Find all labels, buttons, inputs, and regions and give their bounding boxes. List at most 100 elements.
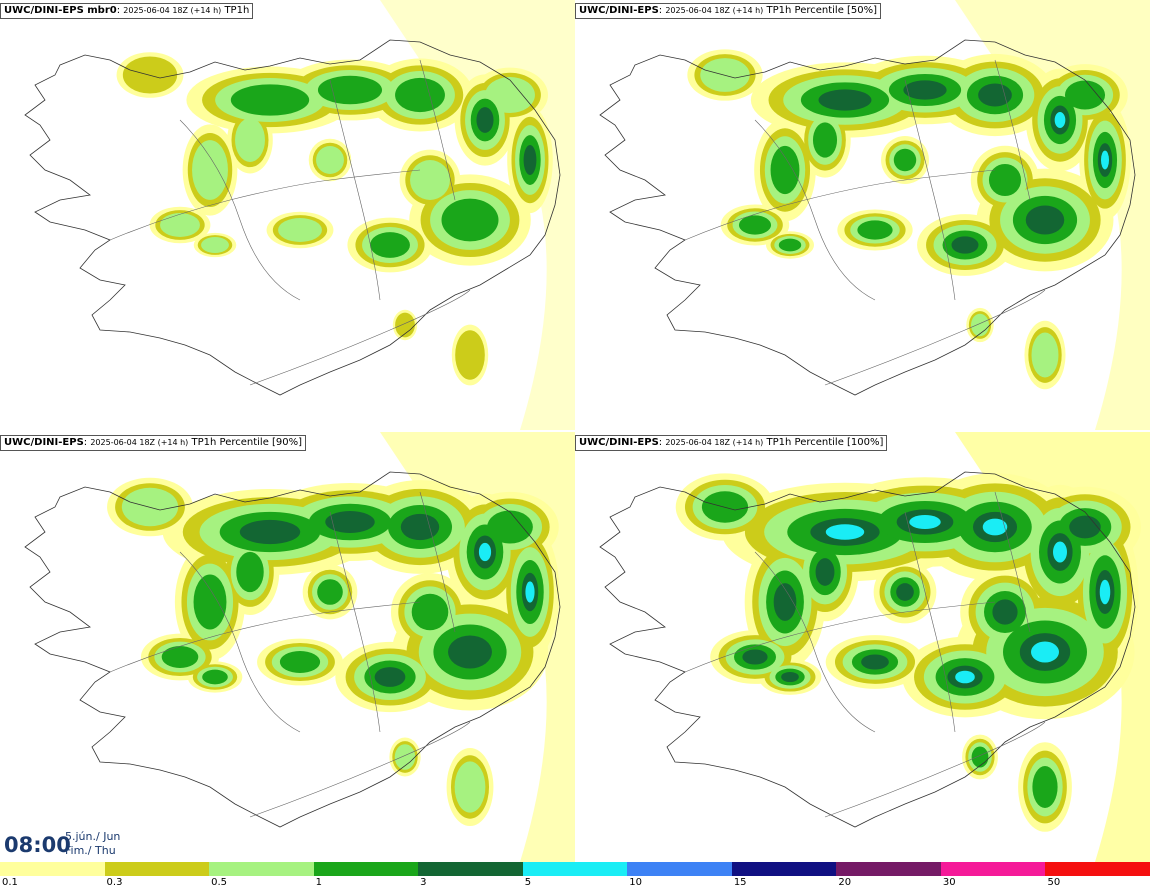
legend-swatch [731, 862, 837, 876]
run-time: 2025-06-04 18Z (+14 h) [90, 438, 189, 447]
precip-contour [230, 84, 310, 116]
precip-contour [239, 519, 301, 545]
legend-level-label: 0.3 [106, 877, 123, 888]
precip-contour [525, 581, 535, 603]
precipitation-map [599, 432, 1150, 862]
precip-contour [235, 118, 265, 162]
precip-contour [448, 635, 492, 669]
precip-contour [893, 148, 917, 172]
precip-contour [778, 238, 802, 252]
precipitation-map [24, 0, 575, 430]
coastline [24, 39, 561, 396]
legend-level-label: 0.1 [2, 877, 18, 888]
precip-contour [1099, 579, 1111, 605]
coastline [599, 39, 1136, 396]
map-panel-mbr0: UWC/DINI-EPS mbr0: 2025-06-04 18Z (+14 h… [0, 0, 575, 430]
panel-header: UWC/DINI-EPS: 2025-06-04 18Z (+14 h) TP1… [0, 435, 307, 451]
precip-contour [1031, 332, 1059, 378]
road-line [754, 119, 876, 301]
precip-contour [825, 524, 865, 540]
road-line [179, 119, 301, 301]
precip-contour [316, 146, 344, 174]
legend-swatch [418, 862, 523, 876]
precip-contour [742, 649, 768, 665]
precip-contour [325, 511, 375, 533]
coastline [599, 471, 1136, 828]
precip-contour [992, 599, 1018, 625]
precip-contour [955, 670, 975, 684]
model-name: UWC/DINI-EPS [4, 437, 84, 448]
precip-contour [278, 218, 322, 242]
precip-contour [395, 77, 445, 113]
model-name: UWC/DINI-EPS mbr0 [4, 5, 117, 16]
precip-contour [971, 746, 989, 768]
legend-swatch [313, 862, 419, 876]
precip-contour [738, 215, 772, 235]
road-line [994, 59, 1031, 201]
valid-date-line2: Fim./ Thu [65, 844, 116, 857]
precip-contour [812, 122, 838, 158]
precip-contour [476, 107, 494, 133]
valid-date-line1: 5.jún./ Jun [65, 830, 121, 843]
precip-contour [770, 145, 800, 195]
precip-contour [400, 513, 440, 541]
map-panel-p100: UWC/DINI-EPS: 2025-06-04 18Z (+14 h) TP1… [575, 432, 1150, 862]
precip-contour [485, 77, 535, 113]
field-name: TP1h Percentile [100%] [766, 437, 884, 448]
precip-contour [455, 330, 485, 380]
precip-contour [202, 669, 228, 685]
model-name: UWC/DINI-EPS [579, 437, 659, 448]
precip-contour [1069, 515, 1101, 539]
road-line [824, 289, 1046, 386]
precip-contour [1053, 541, 1067, 563]
road-line [904, 511, 956, 733]
precip-contour [951, 236, 979, 254]
panel-header: UWC/DINI-EPS: 2025-06-04 18Z (+14 h) TP1… [575, 435, 888, 451]
legend-swatch [104, 862, 210, 876]
legend-level-label: 0.5 [211, 877, 227, 888]
legend-level-label: 15 [733, 877, 747, 888]
precip-contour [909, 515, 941, 529]
legend-level-label: 20 [838, 877, 852, 888]
road-line [419, 59, 456, 201]
field-name: TP1h Percentile [90%] [191, 437, 303, 448]
precip-contour [781, 671, 799, 683]
precip-contour [903, 80, 947, 100]
precip-contour [410, 160, 450, 200]
precip-contour [236, 551, 264, 593]
field-name: TP1h [224, 5, 250, 16]
precipitation-map [24, 432, 575, 862]
road-line [824, 721, 1046, 818]
precip-contour [1064, 80, 1106, 110]
road-line [684, 601, 996, 673]
precip-contour [160, 213, 200, 237]
legend-swatch [0, 862, 105, 876]
legend-level-label: 10 [629, 877, 642, 888]
precipitation-map [599, 0, 1150, 430]
legend-level-label: 5 [524, 877, 532, 888]
precipitation-legend: 0.1 0.3 0.5 1 3 5 10 15 20 30 50 [0, 862, 1150, 891]
legend-swatch [627, 862, 732, 876]
precip-contour [279, 651, 321, 673]
valid-time-box: 08:00 5.jún./ Jun Fim./ Thu [0, 826, 128, 861]
legend-swatch [209, 862, 314, 876]
road-line [904, 79, 956, 301]
precip-contour [523, 145, 537, 175]
run-time: 2025-06-04 18Z (+14 h) [123, 6, 222, 15]
precip-contour [487, 510, 533, 544]
model-name: UWC/DINI-EPS [579, 5, 659, 16]
precip-contour [896, 583, 914, 601]
precip-contour [1100, 150, 1110, 170]
legend-swatch [1045, 862, 1150, 876]
precip-contour [1031, 641, 1059, 663]
valid-date: 5.jún./ Jun Fim./ Thu [65, 830, 120, 858]
panel-header: UWC/DINI-EPS: 2025-06-04 18Z (+14 h) TP1… [575, 3, 882, 19]
coastline [24, 471, 561, 828]
legend-swatch [836, 862, 941, 876]
road-line [754, 551, 876, 733]
road-line [109, 169, 421, 241]
precip-contour [988, 163, 1022, 197]
legend-level-label: 1 [315, 877, 322, 888]
precip-contour [317, 579, 343, 605]
